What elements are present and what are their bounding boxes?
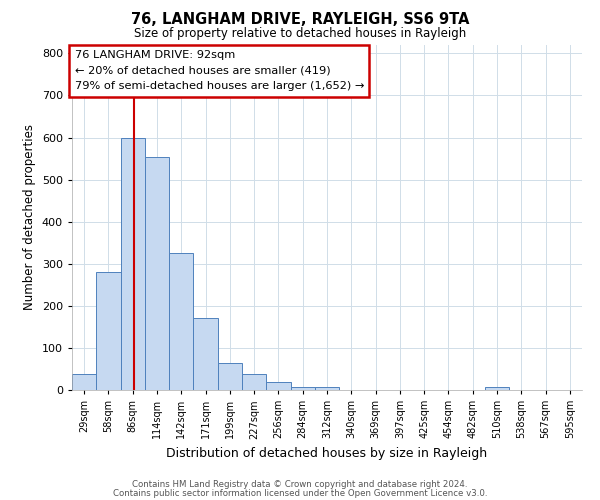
Bar	[266, 382, 290, 390]
Bar	[96, 272, 121, 390]
Bar	[169, 254, 193, 390]
X-axis label: Distribution of detached houses by size in Rayleigh: Distribution of detached houses by size …	[166, 447, 488, 460]
Bar	[315, 386, 339, 390]
Bar	[193, 318, 218, 390]
Text: Contains public sector information licensed under the Open Government Licence v3: Contains public sector information licen…	[113, 488, 487, 498]
Bar	[218, 362, 242, 390]
Text: 76, LANGHAM DRIVE, RAYLEIGH, SS6 9TA: 76, LANGHAM DRIVE, RAYLEIGH, SS6 9TA	[131, 12, 469, 28]
Text: Size of property relative to detached houses in Rayleigh: Size of property relative to detached ho…	[134, 28, 466, 40]
Y-axis label: Number of detached properties: Number of detached properties	[23, 124, 36, 310]
Text: Contains HM Land Registry data © Crown copyright and database right 2024.: Contains HM Land Registry data © Crown c…	[132, 480, 468, 489]
Text: 76 LANGHAM DRIVE: 92sqm
← 20% of detached houses are smaller (419)
79% of semi-d: 76 LANGHAM DRIVE: 92sqm ← 20% of detache…	[74, 50, 364, 92]
Bar	[72, 374, 96, 390]
Bar	[242, 374, 266, 390]
Bar	[485, 386, 509, 390]
Bar	[290, 386, 315, 390]
Bar	[121, 138, 145, 390]
Bar	[145, 158, 169, 390]
